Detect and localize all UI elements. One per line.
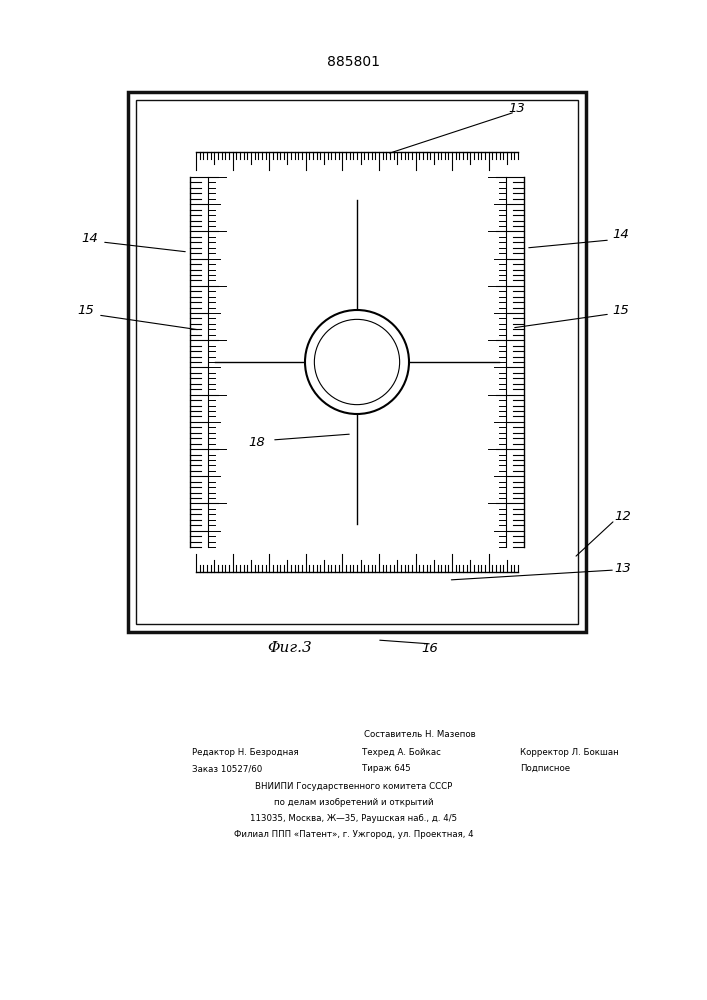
- Text: 16: 16: [421, 642, 438, 654]
- Text: Заказ 10527/60: Заказ 10527/60: [192, 764, 262, 773]
- Text: 13: 13: [508, 102, 525, 114]
- Text: ВНИИПИ Государственного комитета СССР: ВНИИПИ Государственного комитета СССР: [255, 782, 452, 791]
- Text: по делам изобретений и открытий: по делам изобретений и открытий: [274, 798, 434, 807]
- Text: Редактор Н. Безродная: Редактор Н. Безродная: [192, 748, 298, 757]
- Text: Φиг.3: Φиг.3: [268, 641, 312, 655]
- Text: Филиал ППП «Патент», г. Ужгород, ул. Проектная, 4: Филиал ППП «Патент», г. Ужгород, ул. Про…: [234, 830, 474, 839]
- Circle shape: [305, 310, 409, 414]
- Text: Техред А. Бойкас: Техред А. Бойкас: [362, 748, 441, 757]
- Bar: [128, 92, 586, 632]
- Text: 13: 13: [614, 562, 631, 574]
- Text: Подписное: Подписное: [520, 764, 570, 773]
- Text: 15: 15: [77, 304, 94, 316]
- Text: 885801: 885801: [327, 55, 380, 69]
- Text: Тираж 645: Тираж 645: [362, 764, 411, 773]
- Bar: [136, 100, 578, 624]
- Text: Корректор Л. Бокшан: Корректор Л. Бокшан: [520, 748, 619, 757]
- Text: 14: 14: [612, 229, 629, 241]
- Text: 14: 14: [81, 232, 98, 244]
- Text: 18: 18: [249, 436, 265, 448]
- Text: 113035, Москва, Ж—35, Раушская наб., д. 4/5: 113035, Москва, Ж—35, Раушская наб., д. …: [250, 814, 457, 823]
- Text: 12: 12: [614, 510, 631, 522]
- Text: 15: 15: [612, 304, 629, 316]
- Text: Составитель Н. Мазепов: Составитель Н. Мазепов: [364, 730, 476, 739]
